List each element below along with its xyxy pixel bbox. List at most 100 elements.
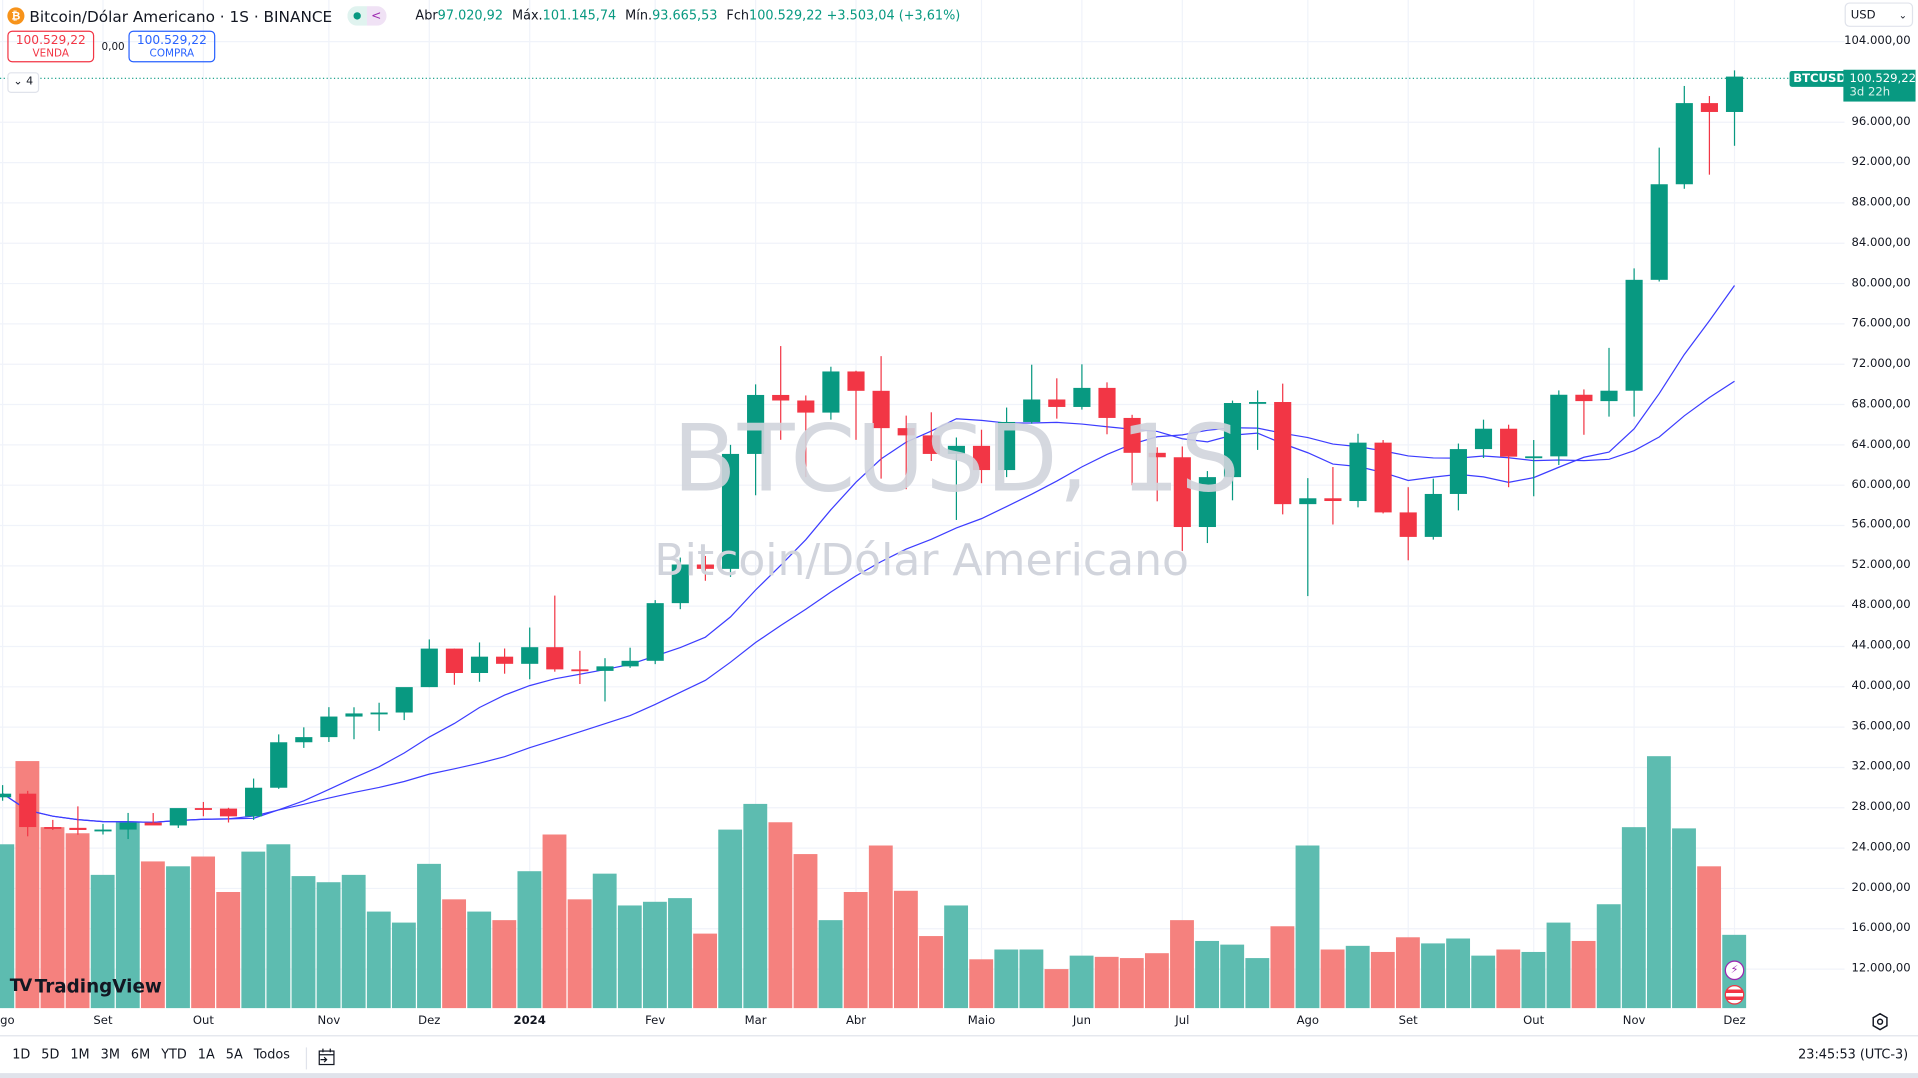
volume-bar [567,899,592,1009]
range-3m[interactable]: 3M [100,1047,120,1063]
currency-select[interactable]: USD ⌄ [1844,2,1914,27]
price-tick: 28.000,00 [1851,800,1911,814]
symbol-title[interactable]: Bitcoin/Dólar Americano · 1S · BINANCE [29,6,333,26]
bitcoin-icon: ₿ [7,7,25,25]
candle-down [772,394,790,401]
candle-up [320,716,338,738]
go-to-date-icon[interactable] [317,1047,337,1067]
candle-down [19,793,37,828]
close-value: 100.529,22 [749,8,823,24]
candle-up [119,822,137,830]
time-tick: Nov [1622,1014,1646,1028]
range-todos[interactable]: Todos [253,1047,290,1063]
volume-bar [1471,955,1496,1009]
volume-bar [1672,828,1696,1009]
time-tick: Ago [1296,1014,1320,1028]
volume-bar [1044,969,1069,1009]
volume-bar [1546,922,1571,1009]
tv-logo-icon: TV [9,976,33,997]
volume-bar [668,898,692,1009]
time-tick: 2024 [513,1014,546,1028]
price-axis[interactable]: 104.000,00 96.000,00 92.000,00 88.000,00 84.… [1844,0,1918,1008]
high-label: Máx. [512,8,543,24]
candle-up [1223,403,1242,478]
price-tick: 64.000,00 [1851,437,1911,451]
volume-bar [366,911,391,1009]
sma-20-line [2,380,1735,823]
volume-bar [417,863,441,1009]
volume-bar [1245,958,1270,1009]
candle-down [1500,428,1518,457]
price-tick: 60.000,00 [1851,477,1911,492]
price-tick: 40.000,00 [1851,679,1911,693]
price-tick: 24.000,00 [1851,840,1911,855]
sell-button[interactable]: 100.529,22 VENDA [7,30,95,63]
candle-up [822,371,840,413]
candle-up [1424,493,1442,537]
candle-up [1600,390,1618,402]
candle-down [144,822,162,826]
candle-up [245,787,263,817]
settings-icon[interactable] [1870,1012,1890,1032]
candle-up [395,687,413,713]
volume-bar [1571,940,1596,1009]
candle-up [345,713,363,717]
time-tick: Mar [744,1014,767,1028]
range-ytd[interactable]: YTD [161,1047,187,1063]
candle-down [496,656,514,664]
symbol-legend: ₿ Bitcoin/Dólar Americano · 1S · BINANCE… [7,5,960,27]
volume-bar [65,833,90,1009]
range-1a[interactable]: 1A [197,1047,215,1063]
volume-bar [115,822,140,1009]
market-open-icon [346,6,367,26]
change-value: +3.503,04 (+3,61%) [826,8,961,24]
range-1m[interactable]: 1M [70,1047,90,1063]
price-tick: 48.000,00 [1851,598,1911,613]
tradingview-logo[interactable]: TV TradingView [10,975,162,997]
range-5a[interactable]: 5A [225,1047,243,1063]
volume-bar [1069,955,1094,1009]
price-tick: 88.000,00 [1851,195,1911,210]
candle-down [571,669,589,672]
volume-bar [1496,949,1521,1009]
candle-down [922,435,940,454]
range-bar: 1D 5D 1M 3M 6M YTD 1A 5A Todos [12,1047,337,1070]
volume-bar [1220,944,1245,1009]
volume-bar [216,892,241,1009]
indicators-toggle[interactable]: ⌄ 4 [7,72,40,93]
clock[interactable]: 23:45:53 (UTC-3) [1798,1047,1909,1063]
volume-bar [1144,953,1169,1009]
lightning-event-icon[interactable]: ⚡ [1724,960,1745,981]
volume-bar [1345,945,1370,1009]
range-6m[interactable]: 6M [130,1047,151,1063]
candle-up [169,808,187,826]
price-tick: 76.000,00 [1851,316,1911,330]
candle-down [1123,417,1141,453]
share-icon: < [366,6,387,26]
range-1d[interactable]: 1D [12,1047,31,1063]
price-tick: 20.000,00 [1851,881,1911,895]
candle-down [1048,399,1066,407]
chart-pane[interactable] [0,0,1845,1009]
volume-bar [90,874,115,1009]
volume-bar [0,844,15,1009]
volume-bar [1170,920,1194,1009]
price-tick: 104.000,00 [1844,34,1911,48]
candle-down [194,808,212,810]
candle-up [1675,103,1693,185]
candle-up [270,742,288,788]
candle-down [1098,387,1116,418]
us-flag-event-icon[interactable] [1724,984,1745,1005]
status-pill[interactable]: < [346,6,387,26]
price-tick: 36.000,00 [1851,719,1911,734]
volume-bar [1270,926,1295,1009]
volume-bar [1370,951,1395,1009]
watermark-symbol: BTCUSD, 1S [672,403,1241,513]
buy-button[interactable]: 100.529,22 COMPRA [128,30,216,63]
price-tick: 56.000,00 [1851,518,1911,532]
volume-bar [166,866,190,1009]
range-5d[interactable]: 5D [41,1047,60,1063]
buy-price: 100.529,22 [136,34,207,48]
candle-up [1073,387,1091,407]
candle-down [1700,103,1718,112]
